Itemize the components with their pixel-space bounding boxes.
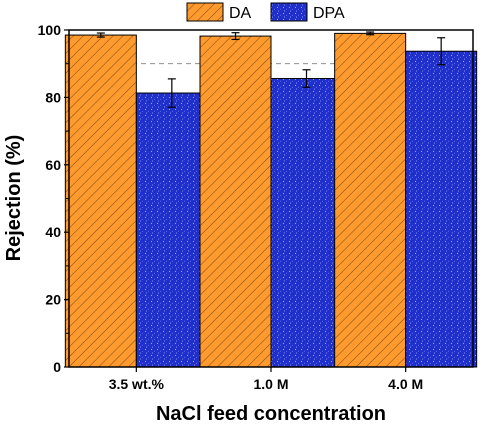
bars: [64, 32, 478, 368]
bar-dpa: [270, 78, 343, 368]
y-tick-label: 0: [53, 359, 61, 375]
bar-da: [64, 34, 137, 368]
y-axis: 0 20 40 60 80 100: [38, 22, 69, 375]
x-axis: 3.5 wt.% 1.0 M 4.0 M: [109, 367, 423, 392]
legend: DA DPA: [186, 2, 345, 22]
bar-da: [334, 32, 407, 368]
y-axis-title: Rejection (%): [3, 135, 25, 262]
y-tick-label: 20: [45, 292, 61, 308]
legend-label-dpa: DPA: [313, 5, 345, 22]
error-bars: [96, 31, 446, 108]
bar-dpa: [135, 92, 208, 368]
y-tick-label: 100: [38, 22, 62, 38]
y-tick-label: 40: [45, 224, 61, 240]
legend-label-da: DA: [229, 5, 252, 22]
legend-swatch-da: [186, 2, 224, 22]
x-tick-label: 4.0 M: [388, 376, 423, 392]
bar-dpa: [405, 50, 478, 368]
x-axis-title: NaCl feed concentration: [156, 403, 386, 425]
bar-da: [199, 35, 272, 368]
legend-swatch-dpa: [270, 2, 308, 22]
x-tick-label: 1.0 M: [253, 376, 288, 392]
y-tick-label: 60: [45, 157, 61, 173]
x-tick-label: 3.5 wt.%: [109, 376, 165, 392]
y-tick-label: 80: [45, 89, 61, 105]
